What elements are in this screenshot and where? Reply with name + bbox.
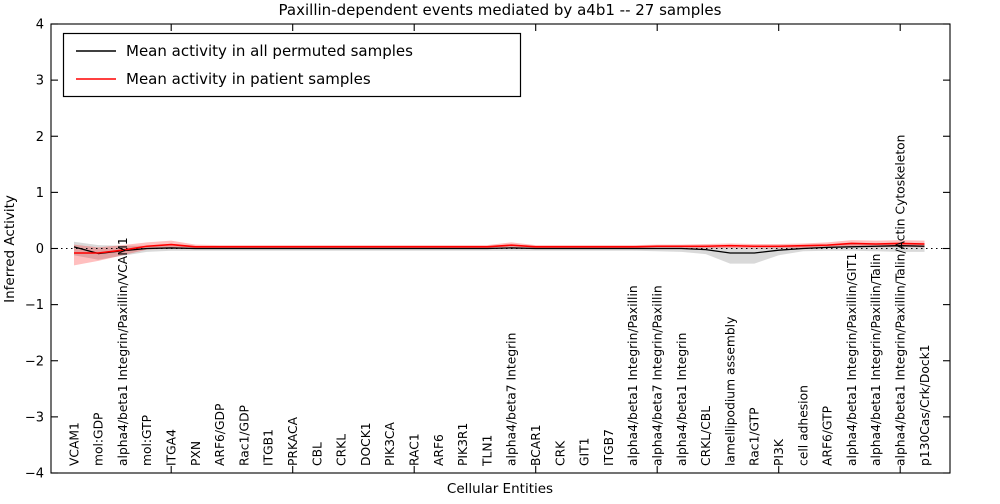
x-tick-label: ITGB7 bbox=[602, 429, 616, 466]
x-tick-label: PRKACA bbox=[286, 416, 300, 466]
y-tick-labels: 4 3 2 1 0 −1 −2 −3 −4 bbox=[25, 18, 44, 482]
x-tick-label: cell adhesion bbox=[796, 385, 810, 466]
legend-label-permuted-samples: Mean activity in all permuted samples bbox=[126, 42, 413, 60]
x-tick-label: mol:GDP bbox=[92, 413, 106, 466]
x-tick-label: CRK bbox=[553, 440, 567, 466]
x-tick-label: Rac1/GDP bbox=[237, 405, 251, 466]
plot-border bbox=[50, 23, 951, 474]
x-tick-label: alpha4/beta1 Integrin/Paxillin bbox=[626, 285, 640, 466]
y-tick-label: 3 bbox=[36, 74, 44, 89]
x-category-labels: VCAM1 mol:GDP alpha4/beta1 Integrin/Paxill… bbox=[67, 135, 932, 467]
x-tick-label: p130Cas/Crk/Dock1 bbox=[918, 344, 932, 466]
x-tick-label: VCAM1 bbox=[67, 422, 81, 466]
x-tick-label: alpha4/beta1 Integrin/Paxillin/Talin/Act… bbox=[894, 135, 908, 466]
x-tick-label: ARF6 bbox=[432, 434, 446, 466]
y-tick-label: 0 bbox=[36, 242, 44, 257]
x-tick-label: PI3K bbox=[772, 438, 786, 466]
legend-box bbox=[62, 32, 522, 98]
x-tick-label: PXN bbox=[189, 441, 203, 466]
x-tick-label: CBL bbox=[310, 442, 324, 466]
x-tick-label: mol:GTP bbox=[140, 415, 154, 466]
x-tick-label: DOCK1 bbox=[359, 422, 373, 466]
x-tick-label: GIT1 bbox=[578, 438, 592, 467]
x-tick-label: alpha4/beta7 Integrin bbox=[505, 333, 519, 466]
x-tick-label: ITGB1 bbox=[262, 429, 276, 466]
series-lines bbox=[73, 242, 925, 255]
line-patient bbox=[74, 242, 925, 254]
y-tick-label: −1 bbox=[25, 298, 44, 313]
x-tick-label: alpha4/beta1 Integrin bbox=[675, 333, 689, 466]
x-tick-label: TLN1 bbox=[480, 435, 494, 467]
y-tick-label: 2 bbox=[36, 130, 44, 145]
line-permuted bbox=[73, 245, 925, 255]
x-tick-label: alpha4/beta1 Integrin/Paxillin/GIT1 bbox=[845, 253, 859, 466]
y-tick-label: 1 bbox=[36, 186, 44, 201]
x-tick-label: ITGA4 bbox=[165, 429, 179, 466]
x-axis-label: Cellular Entities bbox=[447, 481, 553, 497]
x-tick-label: alpha4/beta7 Integrin/Paxillin bbox=[651, 285, 665, 466]
x-tick-label: lamellipodium assembly bbox=[723, 317, 737, 466]
y-tick-label: −4 bbox=[25, 467, 44, 482]
y-tick-label: 4 bbox=[36, 18, 44, 33]
chart-title: Paxillin-dependent events mediated by a4… bbox=[279, 1, 722, 19]
x-tick-label: ARF6/GTP bbox=[821, 406, 835, 466]
x-tick-label: ARF6/GDP bbox=[213, 404, 227, 466]
legend: Mean activity in all permuted samples Me… bbox=[62, 32, 522, 98]
x-tick-label: BCAR1 bbox=[529, 424, 543, 466]
x-tick-label: PIK3R1 bbox=[456, 423, 470, 466]
x-tick-label: Rac1/GTP bbox=[748, 407, 762, 466]
x-tick-label: CRKL bbox=[335, 434, 349, 466]
x-tick-label: PIK3CA bbox=[383, 421, 397, 466]
x-tick-label: RAC1 bbox=[408, 433, 422, 466]
y-tick-label: −3 bbox=[25, 410, 44, 425]
y-tick-label: −2 bbox=[25, 354, 44, 369]
legend-label-patient-samples: Mean activity in patient samples bbox=[126, 70, 371, 88]
x-tick-label: alpha4/beta1 Integrin/Paxillin/Talin bbox=[869, 254, 883, 466]
y-axis-label: Inferred Activity bbox=[2, 195, 18, 303]
x-tick-label: alpha4/beta1 Integrin/Paxillin/VCAM1 bbox=[116, 237, 130, 466]
x-tick-label: CRKL/CBL bbox=[699, 406, 713, 466]
